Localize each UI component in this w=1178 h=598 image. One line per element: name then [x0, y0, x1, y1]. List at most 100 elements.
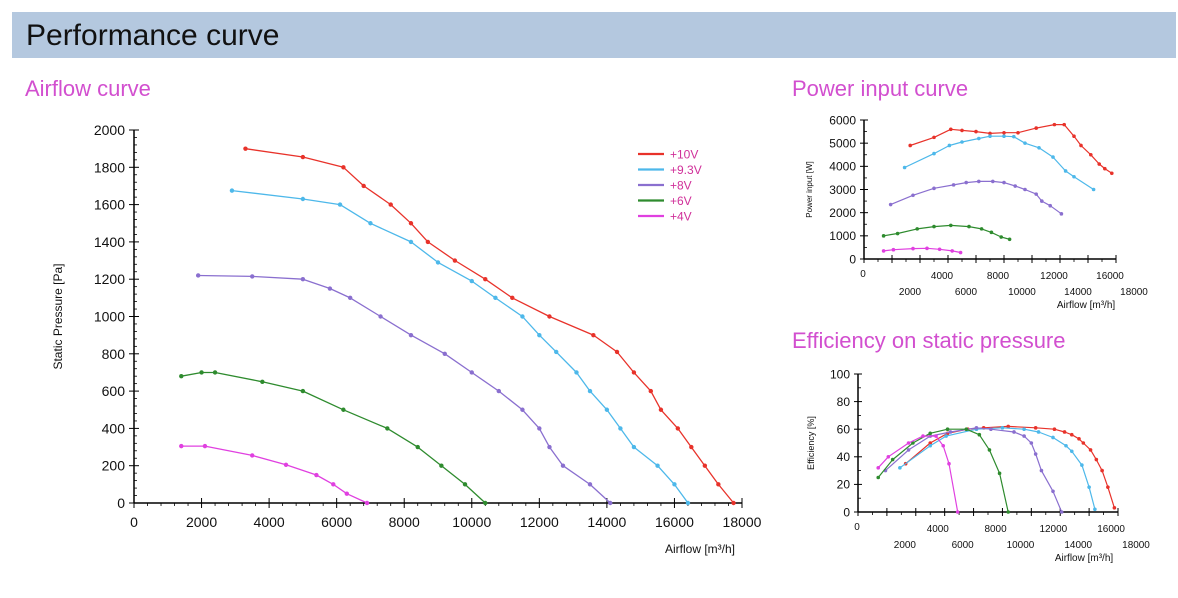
power-point — [932, 151, 936, 156]
efficiency-point — [928, 441, 933, 445]
power-y-tick-label: 6000 — [829, 113, 856, 127]
efficiency-x-tick-label: 12000 — [1039, 524, 1067, 535]
airflow-line-4V — [181, 445, 368, 504]
airflow-point — [283, 462, 289, 467]
power-point — [1063, 169, 1068, 173]
airflow-point — [202, 443, 208, 449]
power-point — [1048, 203, 1052, 208]
power-series-4V — [881, 246, 963, 255]
power-y-axis-label: Power input [W] — [805, 161, 814, 217]
airflow-point — [675, 426, 681, 431]
airflow-point — [415, 444, 420, 450]
power-point — [1079, 143, 1083, 148]
efficiency-point — [890, 457, 895, 462]
airflow-point — [439, 463, 444, 468]
efficiency-point — [1077, 437, 1081, 441]
airflow-point — [462, 482, 468, 487]
power-point — [932, 135, 936, 140]
airflow-point — [300, 388, 306, 394]
efficiency-line-6V — [877, 428, 1009, 513]
airflow-point — [631, 444, 637, 450]
airflow-point — [510, 295, 515, 301]
power-point — [1034, 126, 1038, 130]
efficiency-point — [1052, 427, 1057, 432]
airflow-point — [435, 260, 441, 265]
airflow-series-4V — [179, 443, 370, 506]
efficiency-point — [1059, 510, 1064, 514]
power-point — [999, 235, 1003, 239]
efficiency-point — [955, 510, 960, 514]
legend-label: +8V — [670, 179, 692, 193]
efficiency-point — [1000, 426, 1005, 430]
airflow-y-tick-label: 1600 — [94, 197, 125, 213]
efficiency-point — [1022, 427, 1026, 432]
power-y-tick-label: 0 — [849, 252, 856, 266]
airflow-point — [614, 349, 620, 355]
power-point — [1059, 212, 1064, 216]
power-point — [1110, 171, 1114, 176]
efficiency-point — [1069, 449, 1074, 454]
airflow-point — [554, 349, 559, 355]
power-section-title: Power input curve — [792, 76, 969, 101]
power-point — [1002, 134, 1006, 139]
efficiency-point — [1106, 485, 1110, 489]
efficiency-series-8V — [883, 426, 1064, 514]
airflow-x-axis-label: Airflow [m³/h] — [665, 542, 735, 556]
legend-label: +6V — [670, 194, 692, 208]
efficiency-x-tick-label: 4000 — [927, 524, 950, 535]
power-point — [895, 231, 900, 236]
airflow-point — [520, 314, 525, 319]
efficiency-x-tick-label: 18000 — [1122, 540, 1150, 551]
airflow-point — [341, 165, 346, 170]
power-point — [1023, 187, 1027, 192]
power-point — [1023, 141, 1027, 145]
efficiency-y-tick-label: 100 — [830, 367, 850, 381]
efficiency-line-4V — [877, 435, 959, 513]
efficiency-point — [1062, 430, 1067, 434]
power-point — [1103, 166, 1107, 171]
power-point — [915, 227, 919, 231]
power-line-4V — [883, 247, 961, 254]
power-point — [1040, 199, 1044, 203]
power-series-6V — [881, 223, 1012, 242]
efficiency-x-axis-label: Airflow [m³/h] — [1055, 553, 1114, 564]
efficiency-y-axis-label: Efficiency [%] — [806, 416, 816, 470]
airflow-point — [702, 463, 708, 468]
efficiency-series-6V — [876, 427, 1011, 514]
efficiency-point — [906, 448, 911, 452]
power-point — [960, 128, 964, 133]
power-point — [911, 246, 915, 251]
power-point — [1002, 180, 1006, 185]
efficiency-point — [1022, 434, 1026, 438]
power-point — [1037, 146, 1041, 150]
airflow-point — [608, 500, 613, 506]
airflow-point — [425, 239, 431, 245]
airflow-point — [364, 500, 370, 506]
airflow-y-axis-label: Static Pressure [Pa] — [51, 263, 65, 369]
airflow-chart: 0 200 400 600 800 1000 1200 1400 1600 1800 2000 0 20… — [51, 122, 762, 556]
power-point — [989, 230, 994, 235]
power-y-tick-label: 3000 — [829, 183, 856, 197]
efficiency-point — [928, 443, 933, 448]
airflow-x-tick-label: 12000 — [520, 514, 559, 530]
power-point — [881, 249, 886, 253]
power-y-tick-label: 2000 — [829, 206, 856, 220]
airflow-point — [368, 221, 373, 226]
airflow-series-10V — [243, 146, 736, 506]
power-point — [1013, 184, 1017, 188]
efficiency-x-tick-label: 10000 — [1007, 540, 1035, 551]
legend-label: +4V — [670, 210, 692, 224]
power-point — [1097, 162, 1101, 166]
efficiency-point — [1064, 443, 1068, 448]
power-x-tick-label: 16000 — [1096, 271, 1124, 282]
efficiency-point — [964, 427, 969, 432]
airflow-point — [591, 332, 596, 338]
airflow-point — [452, 258, 458, 263]
power-chart: 0100020003000400050006000200040006000800… — [805, 113, 1148, 311]
airflow-point — [388, 202, 393, 207]
airflow-point — [199, 370, 204, 375]
power-point — [950, 249, 954, 253]
power-x-tick-label: 18000 — [1120, 287, 1148, 298]
airflow-point — [618, 426, 623, 431]
airflow-point — [537, 426, 542, 431]
